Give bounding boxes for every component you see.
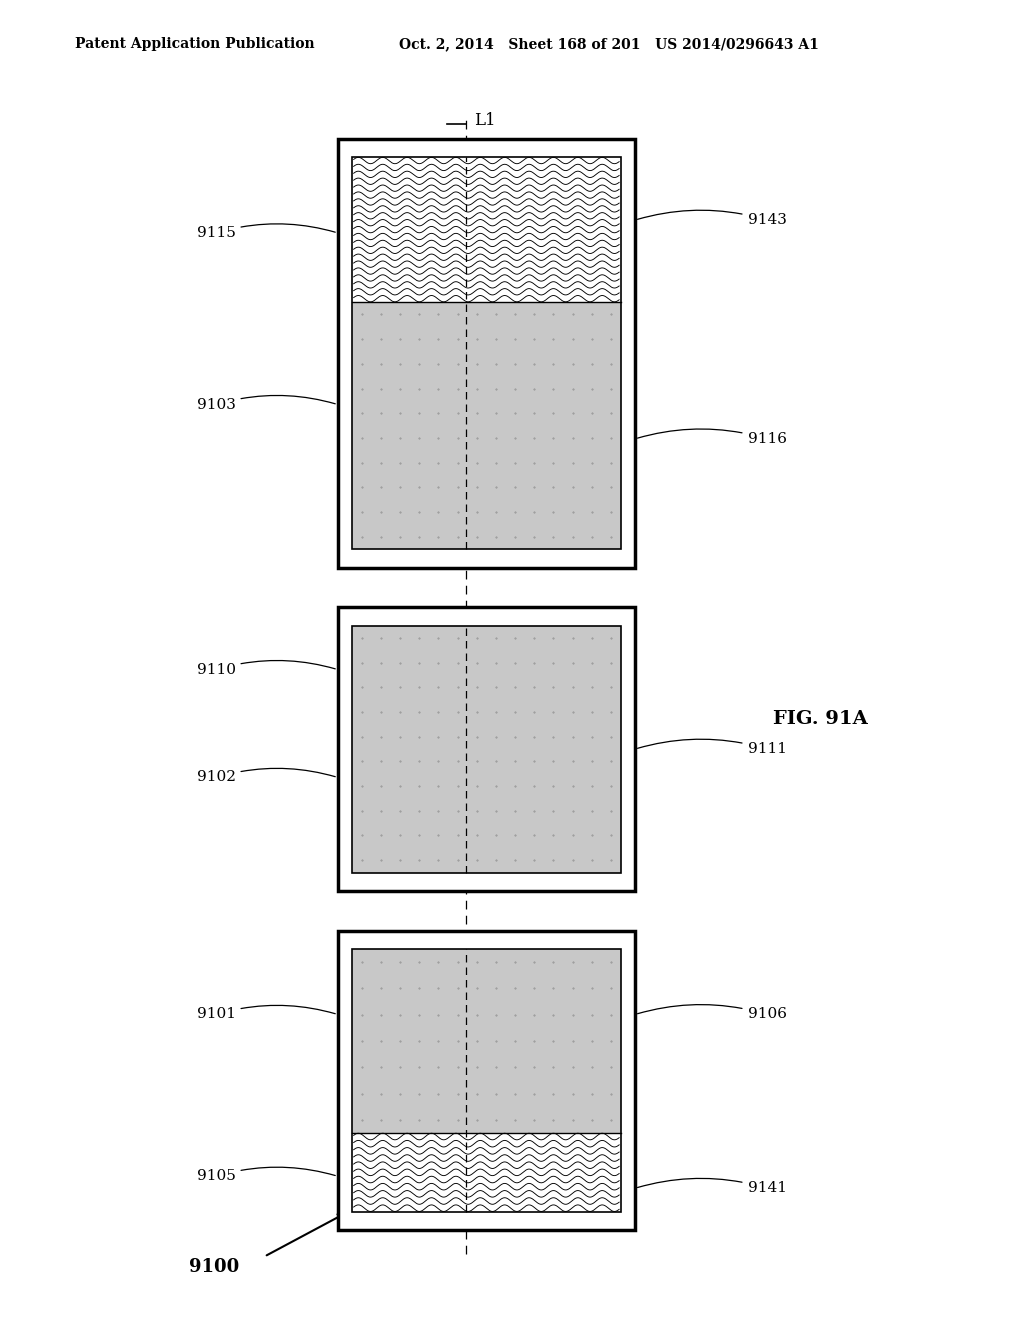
- Bar: [352, 626, 621, 873]
- Bar: [338, 607, 635, 891]
- Bar: [352, 1133, 621, 1212]
- Bar: [352, 157, 621, 302]
- Bar: [352, 157, 621, 549]
- Text: L1: L1: [474, 112, 496, 129]
- Text: 9141: 9141: [638, 1179, 786, 1196]
- Text: 9115: 9115: [197, 224, 335, 240]
- Text: 9102: 9102: [197, 768, 335, 784]
- Text: 9143: 9143: [638, 210, 786, 227]
- Text: FIG. 91A: FIG. 91A: [773, 710, 868, 729]
- Bar: [338, 931, 635, 1230]
- Bar: [338, 931, 635, 1230]
- Text: 9111: 9111: [638, 739, 786, 756]
- Text: Oct. 2, 2014   Sheet 168 of 201   US 2014/0296643 A1: Oct. 2, 2014 Sheet 168 of 201 US 2014/02…: [399, 37, 819, 51]
- Text: 9100: 9100: [189, 1258, 240, 1276]
- Text: 9105: 9105: [197, 1167, 335, 1183]
- Bar: [338, 607, 635, 891]
- Text: 9103: 9103: [197, 396, 335, 412]
- Text: Patent Application Publication: Patent Application Publication: [75, 37, 314, 51]
- Bar: [352, 626, 621, 873]
- Bar: [338, 139, 635, 568]
- Bar: [352, 302, 621, 549]
- Text: 9106: 9106: [638, 1005, 786, 1022]
- Text: 9116: 9116: [638, 429, 786, 446]
- Bar: [338, 139, 635, 568]
- Bar: [352, 949, 621, 1133]
- Text: 9101: 9101: [197, 1006, 335, 1022]
- Text: 9110: 9110: [197, 660, 335, 677]
- Bar: [352, 949, 621, 1212]
